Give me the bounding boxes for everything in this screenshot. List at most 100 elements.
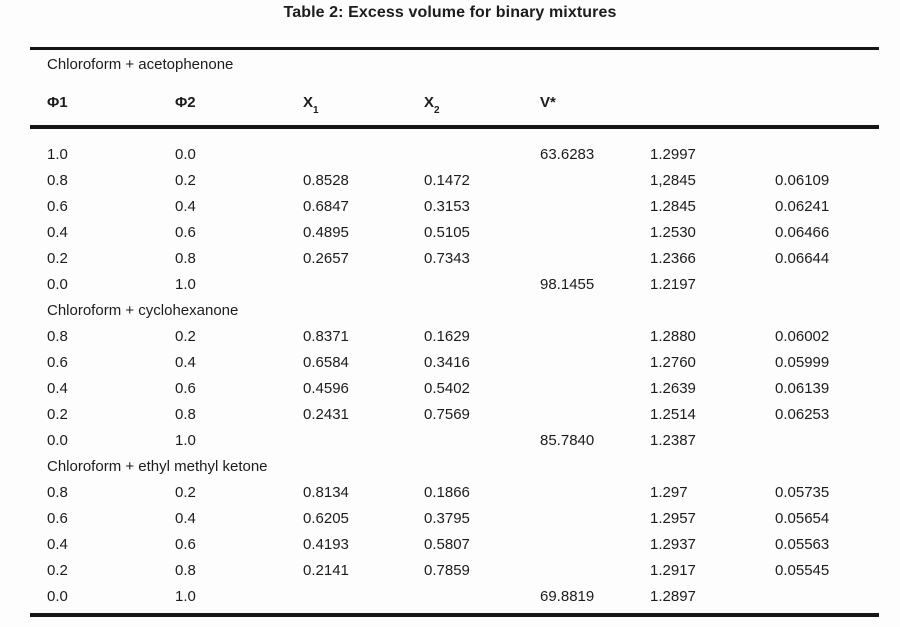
cell-phi1: 0.4 — [47, 223, 68, 241]
cell-phi2: 0.0 — [175, 145, 196, 163]
cell-phi1: 0.0 — [47, 431, 68, 449]
cell-v_star: 69.8819 — [540, 587, 595, 605]
cell-v_star: 63.6283 — [540, 145, 595, 163]
cell-phi2: 0.4 — [175, 509, 196, 527]
cell-col7: 0.06253 — [775, 405, 830, 423]
cell-phi1: 0.6 — [47, 197, 68, 215]
cell-x2: 0.1629 — [424, 327, 470, 345]
table-row: 0.2 0.8 0.2657 0.7343 1.2366 0.06644 — [30, 246, 879, 272]
cell-col7: 0.05654 — [775, 509, 830, 527]
table-row: 0.4 0.6 0.4193 0.5807 1.2937 0.05563 — [30, 532, 879, 558]
cell-phi2: 0.2 — [175, 483, 196, 501]
cell-phi1: 0.8 — [47, 171, 68, 189]
cell-col7 — [775, 142, 875, 168]
cell-phi2: 0.2 — [175, 171, 196, 189]
section-header: Chloroform + cyclohexanone — [47, 301, 239, 319]
cell-x2 — [424, 584, 540, 610]
col-header-v-star: V* — [540, 94, 556, 111]
table-row: 0.0 1.0 98.1455 1.2197 — [30, 272, 879, 298]
table-row: 0.6 0.4 0.6584 0.3416 1.2760 0.05999 — [30, 350, 879, 376]
cell-x1: 0.6847 — [303, 197, 349, 215]
cell-phi1: 0.6 — [47, 509, 68, 527]
cell-v_star — [540, 558, 650, 584]
cell-phi1: 0.4 — [47, 379, 68, 397]
cell-col6: 1.2845 — [650, 197, 696, 215]
table-row: 0.8 0.2 0.8528 0.1472 1,2845 0.06109 — [30, 168, 879, 194]
cell-phi1: 0.6 — [47, 353, 68, 371]
cell-x1: 0.4193 — [303, 535, 349, 553]
cell-phi2: 1.0 — [175, 431, 196, 449]
cell-x1: 0.8134 — [303, 483, 349, 501]
cell-col6: 1.2197 — [650, 275, 696, 293]
table-row: 1.0 0.0 63.6283 1.2997 — [30, 142, 879, 168]
cell-x1: 0.2657 — [303, 249, 349, 267]
cell-x1: 0.6205 — [303, 509, 349, 527]
table-row: 0.2 0.8 0.2141 0.7859 1.2917 0.05545 — [30, 558, 879, 584]
section-header-acetophenone: Chloroform + acetophenone — [47, 56, 234, 73]
cell-x2 — [424, 428, 540, 454]
col-header-phi1: Φ1 — [47, 94, 68, 111]
excess-volume-table: Chloroform + acetophenone Φ1 Φ2 X1 X2 V*… — [30, 47, 879, 617]
cell-col6: 1.2917 — [650, 561, 696, 579]
cell-col7: 0.05999 — [775, 353, 830, 371]
cell-col7: 0.06139 — [775, 379, 830, 397]
cell-phi1: 0.0 — [47, 275, 68, 293]
section-header: Chloroform + ethyl methyl ketone — [47, 457, 268, 475]
cell-x1: 0.8371 — [303, 327, 349, 345]
table-row: 0.6 0.4 0.6205 0.3795 1.2957 0.05654 — [30, 506, 879, 532]
cell-col6: 1.2897 — [650, 587, 696, 605]
cell-x2: 0.7569 — [424, 405, 470, 423]
cell-v_star — [540, 168, 650, 194]
cell-col6: 1,2845 — [650, 171, 696, 189]
cell-x2: 0.7859 — [424, 561, 470, 579]
cell-phi2: 0.6 — [175, 223, 196, 241]
cell-phi2: 0.8 — [175, 561, 196, 579]
cell-col7: 0.06109 — [775, 171, 830, 189]
cell-x1: 0.4895 — [303, 223, 349, 241]
cell-v_star — [540, 480, 650, 506]
cell-x1: 0.2431 — [303, 405, 349, 423]
cell-col6: 1.2639 — [650, 379, 696, 397]
cell-x1: 0.2141 — [303, 561, 349, 579]
cell-col6: 1.2387 — [650, 431, 696, 449]
cell-phi1: 0.4 — [47, 535, 68, 553]
cell-phi1: 0.0 — [47, 587, 68, 605]
cell-x1: 0.6584 — [303, 353, 349, 371]
col-header-phi2: Φ2 — [175, 94, 196, 111]
cell-x2: 0.5807 — [424, 535, 470, 553]
col-header-x1: X1 — [303, 94, 319, 116]
cell-phi2: 0.8 — [175, 405, 196, 423]
cell-phi1: 0.8 — [47, 327, 68, 345]
cell-col6: 1.2366 — [650, 249, 696, 267]
cell-col7: 0.06466 — [775, 223, 830, 241]
cell-phi2: 1.0 — [175, 275, 196, 293]
table-row: 0.0 1.0 85.7840 1.2387 — [30, 428, 879, 454]
cell-x2: 0.1866 — [424, 483, 470, 501]
cell-col7 — [775, 272, 875, 298]
table-row: 0.6 0.4 0.6847 0.3153 1.2845 0.06241 — [30, 194, 879, 220]
cell-col6: 1.2530 — [650, 223, 696, 241]
cell-phi2: 1.0 — [175, 587, 196, 605]
cell-x2 — [424, 142, 540, 168]
cell-phi1: 0.8 — [47, 483, 68, 501]
cell-v_star: 85.7840 — [540, 431, 595, 449]
cell-v_star — [540, 376, 650, 402]
cell-col7 — [775, 428, 875, 454]
top-rule — [30, 47, 879, 50]
cell-x2: 0.3416 — [424, 353, 470, 371]
cell-v_star — [540, 532, 650, 558]
cell-x2: 0.5402 — [424, 379, 470, 397]
table-row: 0.2 0.8 0.2431 0.7569 1.2514 0.06253 — [30, 402, 879, 428]
cell-col6: 1.2880 — [650, 327, 696, 345]
cell-col6: 1.2997 — [650, 145, 696, 163]
cell-x2 — [424, 272, 540, 298]
cell-v_star — [540, 324, 650, 350]
cell-x1 — [303, 428, 424, 454]
cell-v_star — [540, 220, 650, 246]
table-title: Table 2: Excess volume for binary mixtur… — [283, 4, 617, 21]
cell-col6: 1.2957 — [650, 509, 696, 527]
cell-col6: 1.2514 — [650, 405, 696, 423]
cell-col7: 0.05735 — [775, 483, 830, 501]
cell-x2: 0.7343 — [424, 249, 470, 267]
